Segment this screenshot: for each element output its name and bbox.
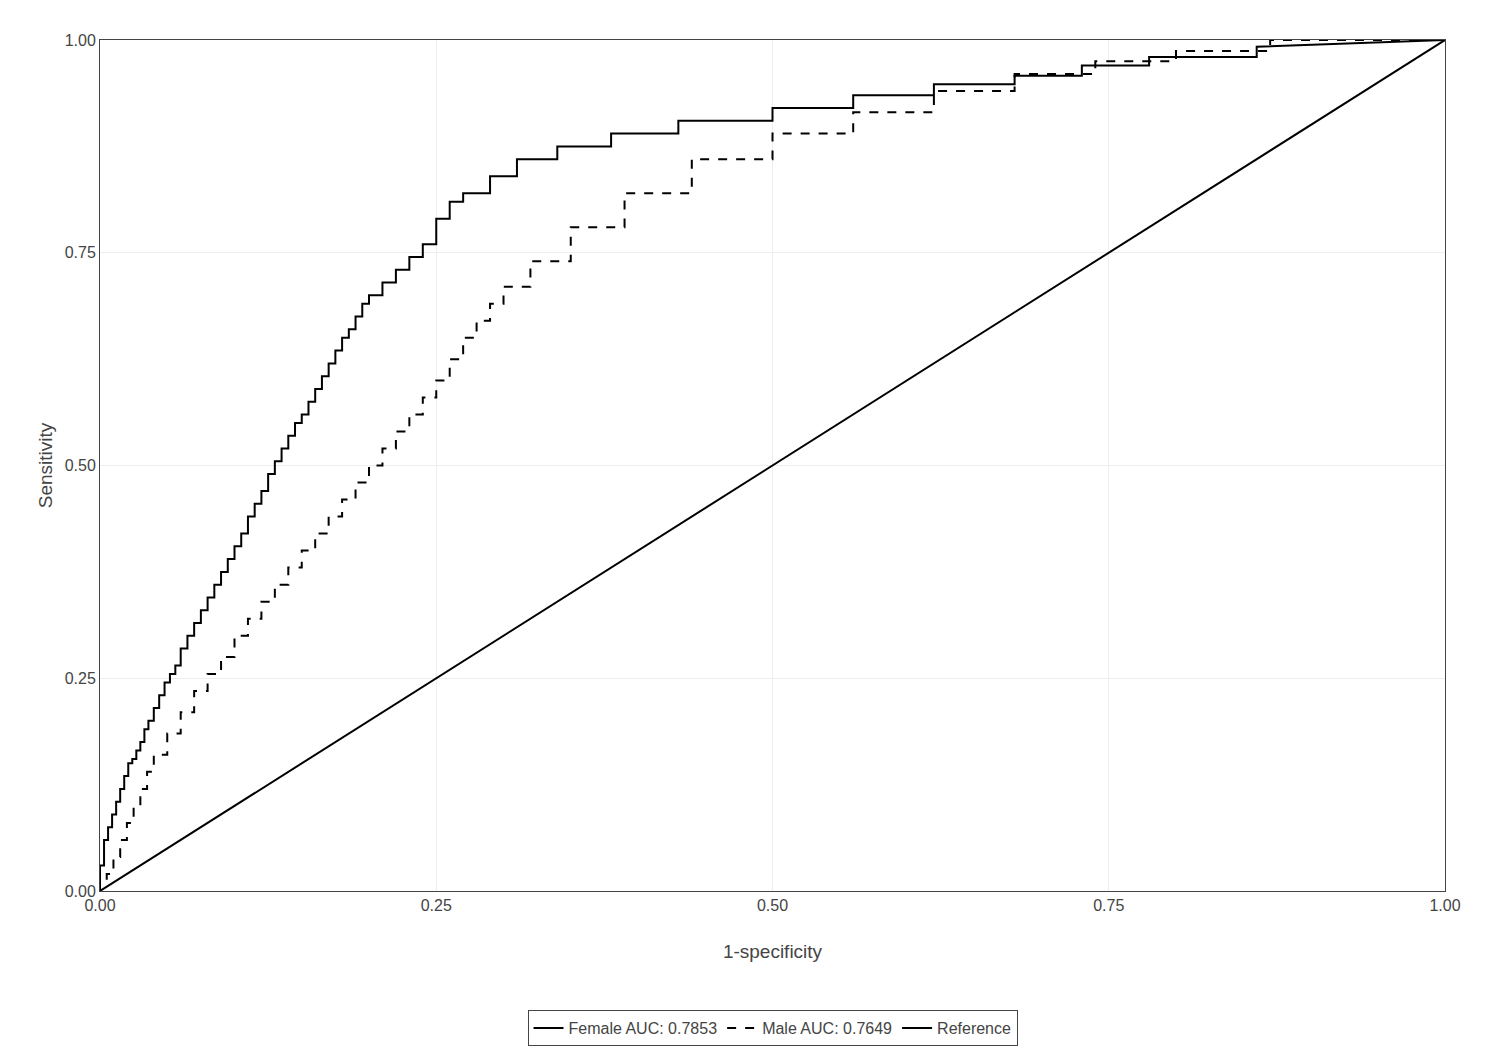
svg-text:1-specificity: 1-specificity [723, 941, 823, 962]
svg-text:1.00: 1.00 [1429, 897, 1460, 914]
svg-text:0.50: 0.50 [65, 457, 96, 474]
svg-text:0.00: 0.00 [84, 897, 115, 914]
svg-text:0.75: 0.75 [65, 244, 96, 261]
svg-text:1.00: 1.00 [65, 32, 96, 49]
svg-text:Sensitivity: Sensitivity [35, 422, 56, 508]
svg-text:0.25: 0.25 [65, 670, 96, 687]
svg-text:0.00: 0.00 [65, 883, 96, 900]
svg-text:Female AUC: 0.7853: Female AUC: 0.7853 [569, 1020, 718, 1037]
svg-text:0.75: 0.75 [1093, 897, 1124, 914]
svg-text:Reference: Reference [937, 1020, 1011, 1037]
svg-text:0.50: 0.50 [757, 897, 788, 914]
svg-text:0.25: 0.25 [421, 897, 452, 914]
svg-text:Male AUC: 0.7649: Male AUC: 0.7649 [762, 1020, 892, 1037]
